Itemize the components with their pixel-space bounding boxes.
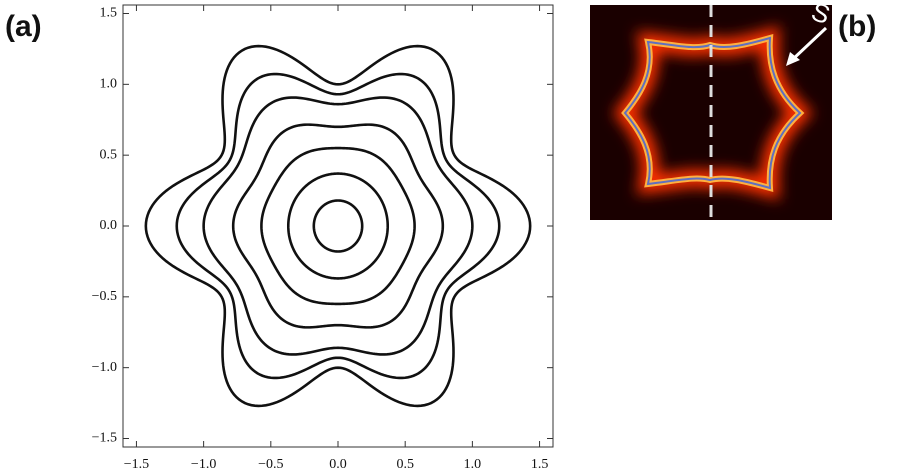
- contour-plot: −1.5 −1.0 −0.5 0.0 0.5 1.0 1.5 −1.5 −1.0 −0.5 0.0 0…: [92, 5, 553, 472]
- panel-label: (a): [5, 10, 42, 43]
- contour-line: [288, 174, 387, 279]
- figure: (a) (b) −1.5 −1.0 −0.5 0.0 0.5 1.0 1.5 −1.5 −1.0…: [0, 0, 905, 475]
- x-tick-label: 0.0: [329, 457, 347, 472]
- contour-line: [177, 74, 500, 378]
- y-tick-label: −1.0: [92, 360, 117, 375]
- panel-label: (b): [838, 10, 876, 43]
- y-tick-label: −0.5: [92, 289, 117, 304]
- x-tick-label: 1.0: [464, 457, 482, 472]
- image-panel: S: [590, 0, 834, 220]
- y-tick-label: 1.5: [100, 6, 118, 21]
- x-tick-label: −1.0: [191, 457, 216, 472]
- contour-line: [233, 125, 443, 328]
- y-tick-label: 0.0: [100, 218, 118, 233]
- x-tick-label: −0.5: [258, 457, 283, 472]
- contour-line: [261, 148, 414, 304]
- contour-line: [314, 201, 362, 252]
- contour-line: [204, 98, 473, 355]
- plot-frame: [123, 5, 553, 447]
- x-tick-label: −1.5: [124, 457, 149, 472]
- y-tick-label: 1.0: [100, 77, 118, 92]
- x-tick-label: 0.5: [396, 457, 414, 472]
- y-tick-label: −1.5: [92, 431, 117, 446]
- y-tick-label: 0.5: [100, 147, 118, 162]
- x-tick-label: 1.5: [531, 457, 549, 472]
